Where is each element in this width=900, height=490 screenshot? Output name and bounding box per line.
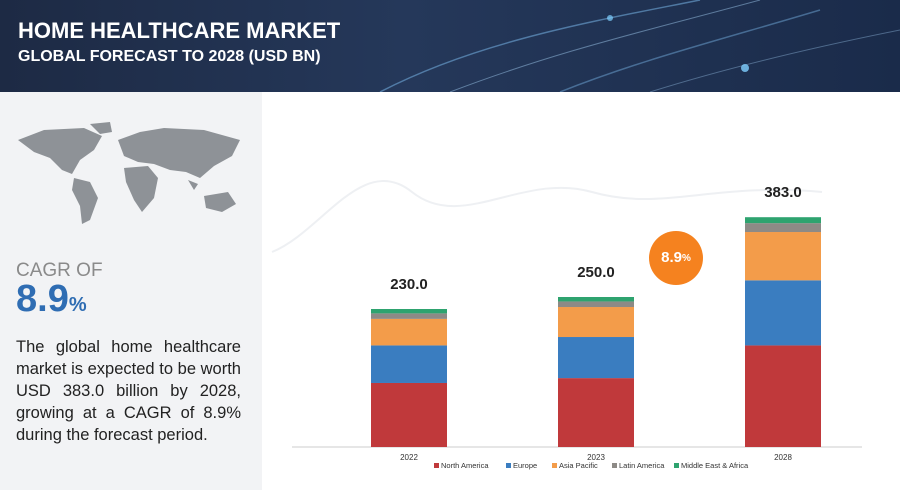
bar-segment: [558, 297, 634, 302]
x-tick-label: 2028: [774, 453, 792, 462]
world-map: [18, 122, 240, 224]
chart: 230.0 2022 250.0 2023 383.0 2028 8.9% North Ame…: [271, 179, 862, 470]
cagr-unit: %: [68, 294, 87, 316]
bar-segment: [371, 382, 447, 447]
cagr-badge-unit: %: [682, 253, 691, 264]
header: HOME HEALTHCARE MARKET GLOBAL FORECAST T…: [0, 0, 900, 92]
title: HOME HEALTHCARE MARKET: [18, 18, 341, 43]
cagr-badge-value: 8.9: [661, 249, 682, 266]
legend-label: North America: [441, 461, 489, 470]
x-tick-label: 2022: [400, 453, 418, 462]
bar-segment: [371, 313, 447, 319]
legend-swatch: [552, 463, 557, 468]
cagr-badge-text: 8.9%: [661, 249, 691, 266]
x-tick-label: 2023: [587, 453, 605, 462]
bar-segment: [745, 232, 821, 281]
legend-label: Middle East & Africa: [681, 461, 749, 470]
legend-swatch: [674, 463, 679, 468]
bar-segment: [558, 307, 634, 338]
bar-segment: [558, 301, 634, 308]
bar-segment: [558, 337, 634, 379]
cagr-badge: [649, 231, 703, 285]
bar-segment: [371, 318, 447, 346]
bar-segment: [558, 378, 634, 447]
total-label: 250.0: [577, 264, 615, 281]
cagr-number: 8.9: [16, 278, 69, 320]
header-decoration: [379, 0, 900, 92]
bar-segment: [745, 345, 821, 447]
subtitle: GLOBAL FORECAST TO 2028 (USD BN): [18, 48, 321, 65]
legend-swatch: [612, 463, 617, 468]
legend-label: Asia Pacific: [559, 461, 598, 470]
cagr-value: 8.9%: [16, 278, 87, 321]
description: The global home healthcare market is exp…: [16, 338, 241, 444]
bar-segment: [745, 280, 821, 346]
cagr-label: CAGR OF: [16, 260, 103, 281]
total-label: 383.0: [764, 184, 802, 201]
bar-segment: [745, 223, 821, 233]
bar-segment: [371, 309, 447, 314]
total-label: 230.0: [390, 276, 428, 293]
bar-segment: [745, 217, 821, 224]
legend-swatch: [434, 463, 439, 468]
bar-segment: [371, 345, 447, 383]
legend-swatch: [506, 463, 511, 468]
legend-label: Latin America: [619, 461, 665, 470]
legend-label: Europe: [513, 461, 537, 470]
summary-panel: CAGR OF 8.9% The global home healthcare …: [0, 92, 262, 490]
